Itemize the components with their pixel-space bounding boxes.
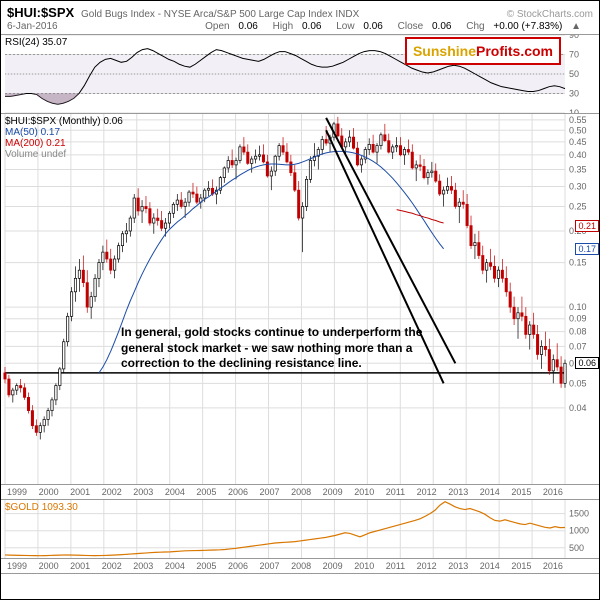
main-label: $HUI:$SPX (Monthly) xyxy=(5,116,101,127)
svg-text:0.05: 0.05 xyxy=(569,378,587,388)
gold-label: $GOLD xyxy=(5,502,39,513)
svg-text:0.09: 0.09 xyxy=(569,314,587,324)
chart-header: $HUI:$SPX Gold Bugs Index - NYSE Arca/S&… xyxy=(1,1,599,35)
svg-text:0.50: 0.50 xyxy=(569,125,587,135)
svg-text:0.15: 0.15 xyxy=(569,258,587,268)
svg-text:10: 10 xyxy=(569,108,579,113)
ohlc-readout: Open 0.06 High 0.06 Low 0.06 Close 0.06 … xyxy=(205,21,593,32)
time-axis: 1999200020012002200320042005200620072008… xyxy=(1,485,599,500)
svg-text:500: 500 xyxy=(569,543,584,553)
annotation-text: In general, gold stocks continue to unde… xyxy=(121,325,431,372)
ma200-label: MA(200) xyxy=(5,138,43,149)
svg-text:0.55: 0.55 xyxy=(569,115,587,125)
symbol-desc: Gold Bugs Index - NYSE Arca/S&P 500 Larg… xyxy=(81,9,359,20)
credit: © StockCharts.com xyxy=(507,9,593,20)
svg-text:1500: 1500 xyxy=(569,509,589,519)
svg-text:0.07: 0.07 xyxy=(569,341,587,351)
svg-text:90: 90 xyxy=(569,35,579,40)
sunshine-watermark: SunshineProfits.com xyxy=(405,37,561,65)
ma50-label: MA(50) xyxy=(5,127,38,138)
chart-date: 6-Jan-2016 xyxy=(7,21,58,32)
svg-text:0.45: 0.45 xyxy=(569,137,587,147)
svg-text:0.10: 0.10 xyxy=(569,302,587,312)
svg-text:0.40: 0.40 xyxy=(569,150,587,160)
rsi-panel: RSI(24) 35.07 SunshineProfits.com 10 30 50… xyxy=(1,35,599,114)
price-panel: $HUI:$SPX (Monthly) 0.06 MA(50) 0.17 MA(… xyxy=(1,114,599,485)
gold-panel: $GOLD 1093.30 50010001500 xyxy=(1,500,599,559)
svg-text:50: 50 xyxy=(569,69,579,79)
rsi-label: RSI(24) 35.07 xyxy=(5,37,67,48)
svg-text:0.25: 0.25 xyxy=(569,201,587,211)
svg-text:30: 30 xyxy=(569,89,579,99)
svg-text:0.04: 0.04 xyxy=(569,403,587,413)
volume-label: Volume undef xyxy=(5,149,66,160)
svg-text:0.08: 0.08 xyxy=(569,327,587,337)
svg-text:0.30: 0.30 xyxy=(569,181,587,191)
symbol: $HUI:$SPX xyxy=(7,5,74,20)
time-axis-lower: 1999200020012002200320042005200620072008… xyxy=(1,559,599,574)
svg-text:1000: 1000 xyxy=(569,526,589,536)
svg-text:0.35: 0.35 xyxy=(569,165,587,175)
svg-text:70: 70 xyxy=(569,50,579,60)
